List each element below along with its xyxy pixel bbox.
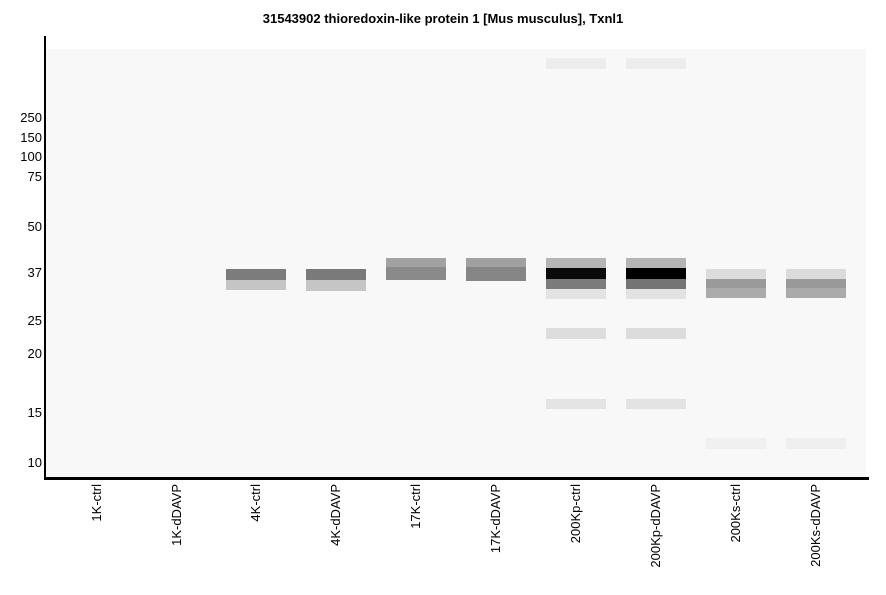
band — [386, 258, 446, 267]
band — [546, 279, 606, 289]
y-tick-label: 250 — [20, 110, 42, 125]
figure-title: 31543902 thioredoxin-like protein 1 [Mus… — [262, 11, 624, 26]
lane-label: 17K-ctrl — [408, 484, 423, 529]
y-tick-label: 150 — [20, 130, 42, 145]
band — [706, 288, 766, 298]
band — [706, 279, 766, 288]
band — [786, 279, 846, 288]
lane-label: 200Kp-ctrl — [568, 484, 583, 544]
lane-label: 200Kp-dDAVP — [648, 484, 663, 568]
band — [226, 269, 286, 280]
x-axis-line — [44, 477, 869, 480]
band — [546, 258, 606, 268]
y-tick-label: 10 — [27, 455, 42, 470]
band — [706, 269, 766, 279]
band — [626, 58, 686, 69]
band — [786, 438, 846, 449]
band — [466, 267, 526, 281]
band — [626, 399, 686, 409]
lane-label: 1K-dDAVP — [169, 484, 184, 546]
band — [386, 267, 446, 280]
y-tick-label: 25 — [27, 313, 42, 328]
band — [546, 399, 606, 409]
blot-plot-area — [46, 49, 866, 477]
y-tick-label: 50 — [27, 219, 42, 234]
band — [706, 438, 766, 449]
band — [306, 269, 366, 280]
lane-label: 200Ks-dDAVP — [808, 484, 823, 567]
y-tick-label: 20 — [27, 346, 42, 361]
band — [626, 289, 686, 299]
band — [626, 268, 686, 279]
lane-label: 17K-dDAVP — [488, 484, 503, 554]
y-tick-label: 15 — [27, 405, 42, 420]
band — [626, 328, 686, 339]
y-tick-label: 37 — [27, 265, 42, 280]
band — [546, 289, 606, 299]
band — [626, 258, 686, 268]
band — [786, 288, 846, 298]
lane-label: 4K-dDAVP — [328, 484, 343, 546]
band — [546, 328, 606, 339]
y-axis-line — [44, 36, 46, 480]
lane-label: 200Ks-ctrl — [728, 484, 743, 543]
band — [546, 58, 606, 69]
y-tick-label: 100 — [20, 149, 42, 164]
band — [226, 280, 286, 290]
band — [466, 258, 526, 267]
band — [786, 269, 846, 279]
lane-label: 1K-ctrl — [89, 484, 104, 522]
band — [626, 279, 686, 289]
band — [546, 268, 606, 279]
band — [306, 280, 366, 291]
lane-label: 4K-ctrl — [248, 484, 263, 522]
y-tick-label: 75 — [27, 169, 42, 184]
